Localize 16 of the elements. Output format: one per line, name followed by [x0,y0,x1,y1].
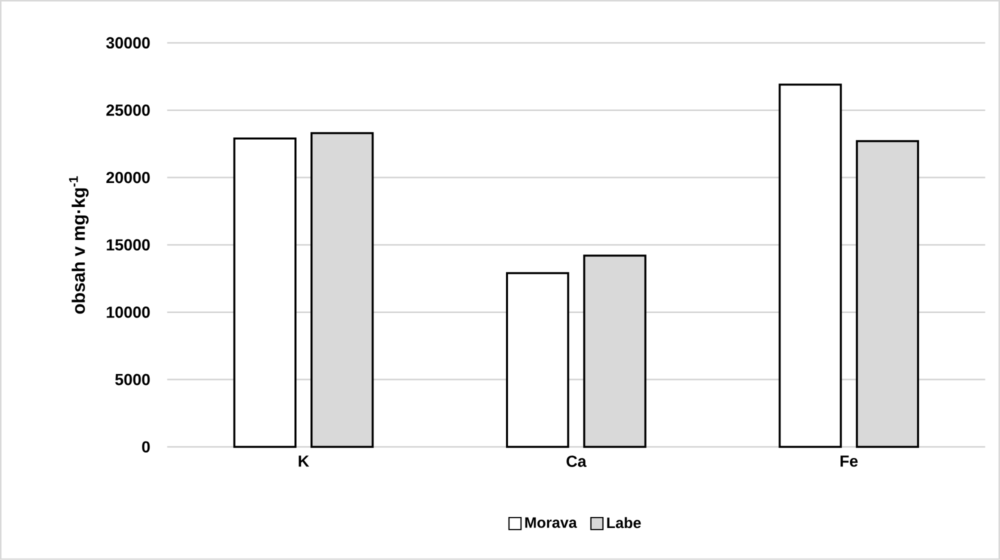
y-tick-label: 5000 [115,374,150,386]
y-tick-label: 30000 [106,37,150,49]
bar [778,84,842,448]
y-tick-label: 20000 [106,172,150,184]
y-tick-label: 15000 [106,239,150,251]
legend-label: Morava [525,517,578,528]
x-tick-label: Fe [840,456,858,467]
x-tick-label: K [298,456,310,467]
x-tick-label: Ca [566,456,587,467]
bar [506,272,570,448]
bar [233,138,296,448]
legend-label: Labe [607,517,641,528]
y-tick-label: 25000 [106,104,150,116]
y-tick-label: 10000 [106,306,150,318]
y-tick-label: 0 [142,441,150,453]
y-axis-title: obsah v mg·kg$^{-1}$ [69,176,89,314]
